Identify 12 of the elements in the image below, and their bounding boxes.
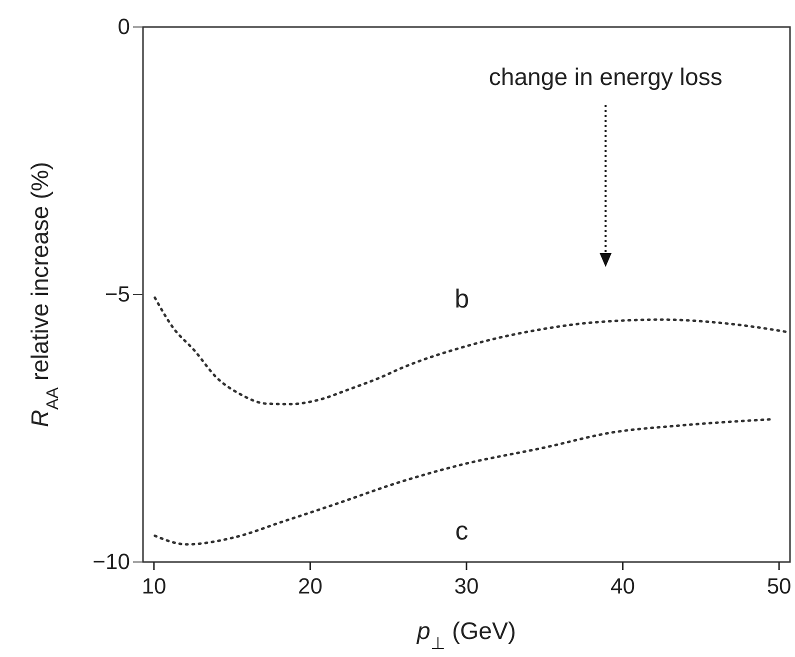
x-tick-label: 20 <box>298 574 322 599</box>
x-tick-label: 40 <box>610 574 636 599</box>
series-label: b <box>454 283 470 314</box>
series-label: c <box>455 516 468 546</box>
y-tick-label: −10 <box>92 549 130 574</box>
annotation: change in energy loss <box>488 64 722 91</box>
x-tick-label: 30 <box>454 574 479 599</box>
x-tick-label: 50 <box>766 574 792 599</box>
y-tick-label: −5 <box>104 282 130 307</box>
y-tick-label: 0 <box>118 14 130 40</box>
x-axis-title: p$_{⊥}$ (GeV) <box>416 618 516 652</box>
x-tick-label: 10 <box>142 574 166 599</box>
